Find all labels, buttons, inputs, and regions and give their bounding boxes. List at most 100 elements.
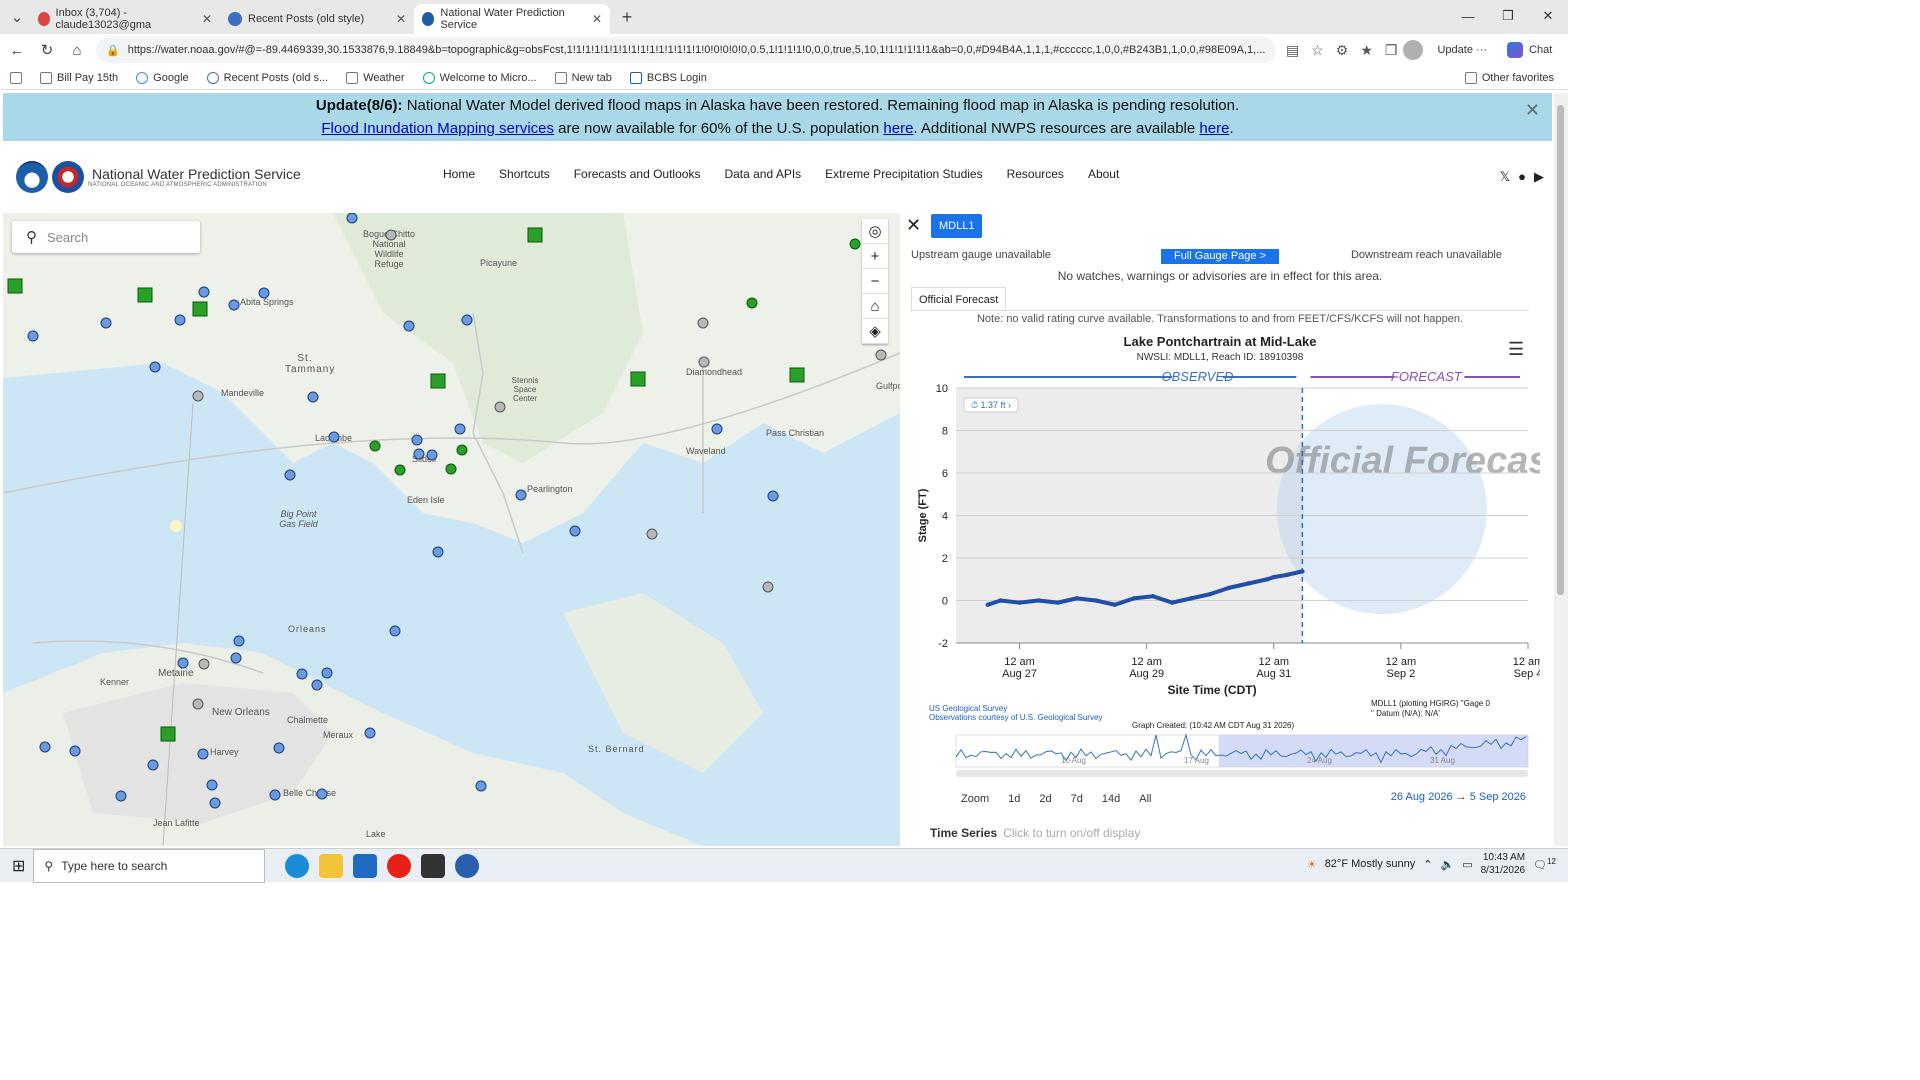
reading-list-icon[interactable] xyxy=(10,71,22,84)
favorite-weather[interactable]: Weather xyxy=(346,71,405,84)
gauge-id-tab[interactable]: MDLL1 xyxy=(931,214,983,238)
favorite-star-icon[interactable]: ☆ xyxy=(1311,41,1324,58)
map-view[interactable]: Bogue Chitto National Wildlife Refuge Pi… xyxy=(3,213,900,846)
zoom-1d[interactable]: 1d xyxy=(1008,793,1021,805)
observed-point xyxy=(1150,594,1156,599)
notifications-icon[interactable]: 🗨12 xyxy=(1533,856,1556,872)
volume-icon[interactable]: 🔈 xyxy=(1440,858,1455,871)
observed-point xyxy=(1271,574,1276,580)
chart-subtitle: NWSLI: MDLL1, Reach ID: 18910398 xyxy=(1136,352,1304,363)
observed-point xyxy=(1112,602,1118,607)
profile-avatar[interactable] xyxy=(1403,40,1424,60)
full-gauge-button[interactable]: Full Gauge Page > xyxy=(1161,249,1279,264)
favorite-bill-pay[interactable]: Bill Pay 15th xyxy=(40,71,118,84)
extensions-icon[interactable]: ⚙ xyxy=(1335,41,1349,58)
amazon-icon[interactable] xyxy=(421,853,446,878)
current-stage-label: ⏱ 1.37 ft › xyxy=(971,400,1011,410)
tab-recent-posts[interactable]: Recent Posts (old style) ✕ xyxy=(220,4,414,34)
observed-point xyxy=(1300,569,1305,574)
tab-actions-icon[interactable]: ⌄ xyxy=(10,9,24,26)
time-series-header[interactable]: Time Series Click to turn on/off display xyxy=(930,826,1141,840)
nav-shortcuts[interactable]: Shortcuts xyxy=(499,167,550,181)
clock[interactable]: 10:43 AM 8/31/2026 xyxy=(1480,852,1526,876)
zoom-out-button[interactable]: − xyxy=(862,269,888,294)
map-canvas[interactable] xyxy=(3,213,900,846)
minimize-icon[interactable]: — xyxy=(1461,8,1475,24)
youtube-icon[interactable]: ▶ xyxy=(1534,169,1544,184)
nav-resources[interactable]: Resources xyxy=(1006,167,1064,181)
tab-nwps[interactable]: National Water Prediction Service ✕ xyxy=(414,4,610,34)
layers-icon[interactable]: ◈ xyxy=(862,319,888,344)
github-icon[interactable]: ● xyxy=(1518,169,1526,184)
nav-extreme-precip[interactable]: Extreme Precipitation Studies xyxy=(825,167,983,181)
close-window-icon[interactable]: ✕ xyxy=(1542,8,1554,23)
file-explorer-icon[interactable] xyxy=(319,853,344,878)
favorite-welcome[interactable]: Welcome to Micro... xyxy=(422,71,537,84)
taskbar-search[interactable]: ⚲ Type here to search xyxy=(33,848,266,883)
site-icon xyxy=(206,71,219,84)
page-scrollbar[interactable] xyxy=(1554,93,1568,846)
site-logo[interactable]: National Water Prediction Service NATION… xyxy=(16,161,301,193)
favorite-recent-posts[interactable]: Recent Posts (old s... xyxy=(206,71,328,84)
home-icon[interactable]: ⌂ xyxy=(72,41,82,59)
home-extent-icon[interactable]: ⌂ xyxy=(862,294,888,319)
other-favorites[interactable]: Other favorites xyxy=(1464,71,1554,84)
nav-data[interactable]: Data and APIs xyxy=(724,167,802,181)
close-tab-icon[interactable]: ✕ xyxy=(591,12,602,26)
zoom-all[interactable]: All xyxy=(1139,793,1152,805)
new-tab-button[interactable]: + xyxy=(621,6,633,27)
favorite-google[interactable]: Google xyxy=(136,71,189,84)
outlook-icon[interactable] xyxy=(353,853,378,878)
tray-chevron-icon[interactable]: ⌃ xyxy=(1423,858,1433,871)
close-panel-icon[interactable]: ✕ xyxy=(906,215,922,235)
zoom-7d[interactable]: 7d xyxy=(1070,793,1083,805)
gauge-markers[interactable] xyxy=(3,213,900,846)
close-tab-icon[interactable]: ✕ xyxy=(201,12,212,26)
reader-icon[interactable]: ▤ xyxy=(1286,41,1300,58)
source-credit: Observations courtesy of U.S. Geological… xyxy=(929,713,1102,722)
network-icon[interactable]: ▭ xyxy=(1462,858,1473,871)
locate-icon[interactable]: ◎ xyxy=(862,219,888,244)
zoom-in-button[interactable]: + xyxy=(862,244,888,269)
edge-app-icon[interactable] xyxy=(285,853,310,878)
search-icon: ⚲ xyxy=(26,229,37,246)
windows-start-icon[interactable]: ⊞ xyxy=(12,857,26,875)
x-tick-label: Aug 31 xyxy=(1256,668,1291,680)
update-button[interactable]: Update ··· xyxy=(1437,44,1488,56)
refresh-icon[interactable]: ↻ xyxy=(40,42,54,59)
restore-icon[interactable]: ❐ xyxy=(1502,8,1514,23)
weather-icon[interactable]: ☀ xyxy=(1306,858,1317,871)
close-banner-icon[interactable]: ✕ xyxy=(1524,100,1540,120)
favorites-icon[interactable]: ★ xyxy=(1360,41,1373,58)
tab-official-forecast[interactable]: Official Forecast xyxy=(911,287,1007,311)
favorite-bcbs[interactable]: BCBS Login xyxy=(629,71,707,84)
nwps-app-icon[interactable] xyxy=(455,853,480,878)
folder-icon xyxy=(40,71,52,84)
nav-home[interactable]: Home xyxy=(443,167,476,181)
chart-menu-icon[interactable]: ☰ xyxy=(1508,339,1525,359)
gauge-panel: ✕ MDLL1 Upstream gauge unavailable Full … xyxy=(900,213,1552,846)
x-tick-label: 12 am xyxy=(1386,656,1417,668)
hydrograph-chart[interactable]: Official Forecast -2 0 2 4 6 8 10 Stage (FT) 12 a… xyxy=(900,363,1540,783)
zoom-14d[interactable]: 14d xyxy=(1101,793,1121,805)
nav-forecasts[interactable]: Forecasts and Outlooks xyxy=(573,167,701,181)
chat-button[interactable]: Chat xyxy=(1507,42,1552,58)
tab-inbox[interactable]: Inbox (3,704) - claude13023@gma ✕ xyxy=(30,4,220,34)
fim-services-link[interactable]: Flood Inundation Mapping services xyxy=(321,120,555,137)
observed-point xyxy=(1208,591,1213,597)
here-link-1[interactable]: here xyxy=(883,120,914,137)
here-link-2[interactable]: here xyxy=(1199,120,1230,137)
collections-icon[interactable]: ❐ xyxy=(1384,41,1398,58)
map-search-input[interactable]: ⚲ Search xyxy=(12,221,200,253)
favorite-new-tab[interactable]: New tab xyxy=(554,71,612,84)
url-field[interactable]: 🔒 https://water.noaa.gov/#@=-89.4469339,… xyxy=(96,37,1276,63)
back-icon[interactable]: ← xyxy=(9,41,25,59)
close-tab-icon[interactable]: ✕ xyxy=(395,12,406,26)
nav-about[interactable]: About xyxy=(1087,167,1120,181)
google-icon xyxy=(136,71,149,84)
banner-line-1: Update(8/6): National Water Model derive… xyxy=(315,97,1240,114)
date-range[interactable]: 26 Aug 2026 → 5 Sep 2026 xyxy=(1390,791,1526,803)
youtube-app-icon[interactable] xyxy=(387,853,412,878)
x-icon[interactable]: 𝕏 xyxy=(1499,169,1511,184)
zoom-2d[interactable]: 2d xyxy=(1039,793,1052,805)
